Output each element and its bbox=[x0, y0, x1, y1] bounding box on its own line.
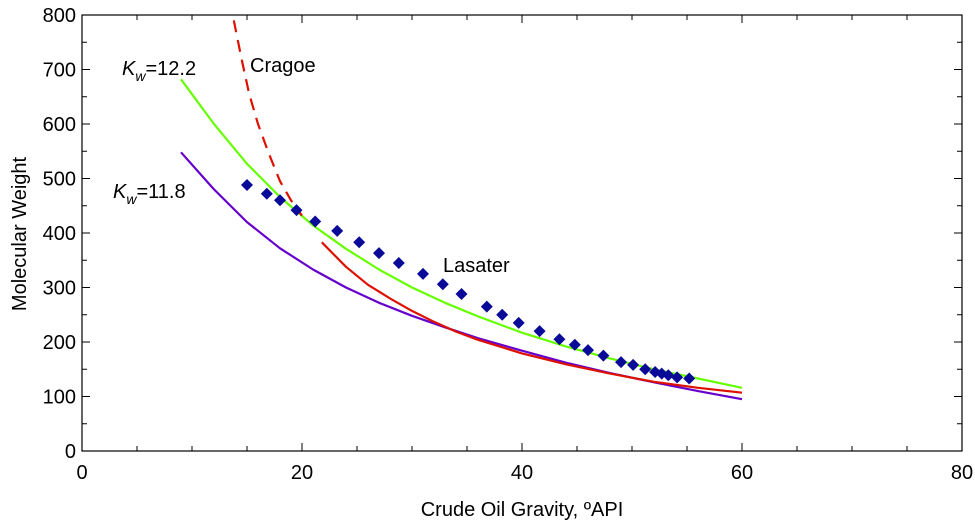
data-point-diamond bbox=[373, 247, 385, 260]
data-point-diamond bbox=[553, 333, 566, 346]
y-tick-label: 200 bbox=[43, 332, 76, 354]
series-line-2 bbox=[232, 20, 303, 217]
data-point-diamond bbox=[683, 372, 696, 385]
data-point-diamond bbox=[627, 358, 640, 371]
series-layer bbox=[180, 20, 743, 401]
cragoe-label: Cragoe bbox=[250, 55, 316, 77]
data-point-diamond bbox=[309, 215, 322, 228]
data-point-diamond bbox=[392, 256, 405, 269]
y-tick-label: 100 bbox=[43, 387, 76, 409]
data-point-diamond bbox=[331, 224, 344, 237]
data-point-diamond bbox=[597, 349, 610, 362]
x-axis-title: Crude Oil Gravity, ºAPI bbox=[421, 499, 624, 521]
x-tick-label: 60 bbox=[731, 462, 753, 484]
data-point-diamond bbox=[582, 344, 594, 357]
data-point-diamond bbox=[639, 363, 652, 376]
data-point-diamond bbox=[455, 288, 468, 301]
data-point-diamond bbox=[568, 338, 581, 351]
x-tick-label: 20 bbox=[291, 462, 313, 484]
lasater-label: Lasater bbox=[443, 255, 510, 277]
series-line-3 bbox=[321, 241, 743, 394]
data-point-diamond bbox=[417, 267, 429, 280]
y-axis-title: Molecular Weight bbox=[9, 156, 31, 311]
data-point-diamond bbox=[241, 179, 253, 192]
y-tick-label: 400 bbox=[43, 223, 76, 245]
y-tick-label: 800 bbox=[43, 5, 76, 27]
y-tick-label: 600 bbox=[43, 114, 76, 136]
x-tick-label: 80 bbox=[951, 462, 973, 484]
data-point-diamond bbox=[480, 300, 493, 313]
data-point-diamond bbox=[436, 278, 449, 291]
data-point-diamond bbox=[274, 194, 286, 207]
data-point-diamond bbox=[290, 204, 303, 217]
data-point-diamond bbox=[662, 369, 675, 382]
data-point-diamond bbox=[260, 187, 273, 200]
y-tick-label: 500 bbox=[43, 169, 76, 191]
data-point-diamond bbox=[671, 371, 684, 384]
lasater-points bbox=[241, 179, 696, 385]
data-point-diamond bbox=[533, 325, 546, 338]
x-tick-label: 40 bbox=[511, 462, 533, 484]
series-line-0 bbox=[180, 78, 743, 389]
tick-marks bbox=[81, 14, 963, 452]
plot-frame bbox=[81, 14, 963, 452]
x-tick-label: 0 bbox=[76, 462, 87, 484]
data-point-diamond bbox=[615, 356, 627, 369]
kw-11-8-label: Kw=11.8 bbox=[113, 181, 186, 207]
y-tick-label: 300 bbox=[43, 278, 76, 300]
y-tick-label: 0 bbox=[65, 441, 76, 463]
kw-12-2-label: Kw=12.2 bbox=[122, 58, 196, 84]
data-point-diamond bbox=[496, 308, 509, 321]
y-tick-label: 700 bbox=[43, 60, 76, 82]
data-point-diamond bbox=[512, 316, 525, 329]
data-point-diamond bbox=[353, 236, 366, 249]
axes bbox=[81, 14, 963, 452]
